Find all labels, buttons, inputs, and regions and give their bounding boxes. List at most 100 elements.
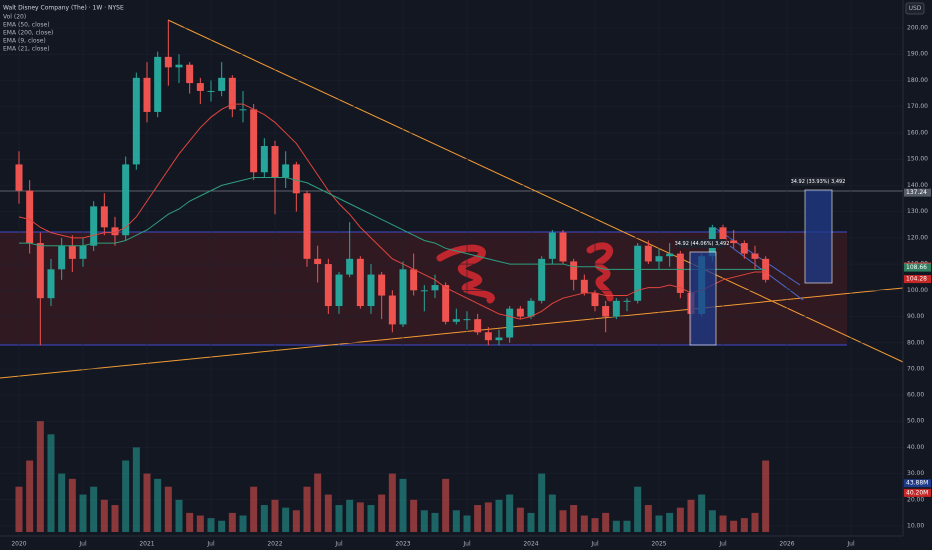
price-label-box bbox=[904, 188, 931, 197]
y-tick-label: 80.00 bbox=[907, 339, 924, 346]
x-tick-label: Jul bbox=[334, 541, 343, 548]
volume-bar bbox=[708, 510, 716, 532]
x-tick-label: Jul bbox=[206, 541, 215, 548]
candle-body bbox=[388, 295, 396, 325]
candle-body bbox=[111, 227, 119, 236]
volume-bar bbox=[79, 494, 87, 532]
volume-bar bbox=[68, 478, 76, 532]
candle-body bbox=[612, 300, 620, 317]
candle-body bbox=[452, 319, 460, 322]
volume-bar bbox=[15, 486, 23, 532]
x-tick-label: Jul bbox=[590, 541, 599, 548]
volume-bar bbox=[239, 515, 247, 532]
y-tick-label: 140.00 bbox=[907, 182, 928, 189]
volume-bar bbox=[271, 499, 279, 532]
volume-bar bbox=[634, 486, 642, 532]
volume-bar bbox=[655, 515, 663, 532]
x-tick-label: 2020 bbox=[11, 541, 26, 548]
volume-bar bbox=[100, 499, 108, 532]
y-tick-label: 160.00 bbox=[907, 129, 928, 136]
candle-body bbox=[292, 164, 300, 194]
measure-box bbox=[689, 251, 717, 346]
volume-bar bbox=[687, 499, 695, 532]
drawing bbox=[436, 244, 495, 304]
price-label: 108.66 bbox=[906, 264, 927, 271]
candle-body bbox=[314, 258, 322, 265]
candle-body bbox=[420, 290, 428, 292]
volume-bar bbox=[58, 473, 66, 532]
y-tick-label: 180.00 bbox=[907, 77, 928, 84]
volume-bar bbox=[250, 486, 258, 532]
candle-body bbox=[719, 227, 727, 241]
candle-body bbox=[260, 146, 268, 173]
volume-bar bbox=[559, 510, 567, 532]
volume-bar bbox=[335, 505, 343, 532]
volume-bar bbox=[580, 515, 588, 532]
volume-bar bbox=[36, 421, 44, 532]
currency: USD bbox=[909, 5, 922, 12]
price-label-box bbox=[904, 263, 931, 272]
volume-bar bbox=[378, 494, 386, 532]
annotation-box bbox=[792, 177, 844, 186]
volume-bar bbox=[644, 505, 652, 532]
annotation: 34.92 (33.93%) 3,492 bbox=[791, 179, 846, 185]
volume-bar bbox=[356, 502, 364, 532]
candle-body bbox=[740, 243, 748, 254]
volume-bar bbox=[623, 520, 631, 532]
volume-bar bbox=[431, 512, 439, 532]
volume-bar bbox=[26, 460, 34, 532]
volume-bar bbox=[452, 510, 460, 532]
volume-bar bbox=[762, 460, 770, 532]
volume-bar bbox=[90, 486, 98, 532]
volume-bar bbox=[484, 502, 492, 532]
candle-body bbox=[303, 193, 311, 259]
volume-label-box bbox=[904, 479, 931, 488]
volume-bar bbox=[399, 478, 407, 532]
y-tick-label: 200.00 bbox=[907, 25, 928, 32]
y-tick-label: 100.00 bbox=[907, 287, 928, 294]
volume-bar bbox=[260, 505, 268, 532]
candle-body bbox=[623, 300, 631, 302]
candle-body bbox=[527, 300, 535, 317]
candle-body bbox=[175, 64, 183, 68]
candle-body bbox=[356, 258, 364, 307]
symbol-title: Walt Disney Company (The) · 1W · NYSE bbox=[3, 5, 124, 12]
candle-body bbox=[282, 164, 290, 178]
x-tick-label: 2022 bbox=[267, 541, 282, 548]
volume-label: 40.20M bbox=[906, 489, 928, 496]
candle-body bbox=[506, 308, 514, 338]
candle-body bbox=[207, 90, 215, 92]
volume-bar bbox=[314, 473, 322, 532]
volume-bar bbox=[495, 499, 503, 532]
x-tick-label: Jul bbox=[718, 541, 727, 548]
ema-line bbox=[19, 177, 766, 270]
volume-bar bbox=[751, 512, 759, 532]
currency-button[interactable] bbox=[905, 2, 925, 15]
volume-bar bbox=[612, 520, 620, 532]
x-tick-label: Jul bbox=[846, 541, 855, 548]
volume-bar bbox=[516, 507, 524, 532]
volume-bar bbox=[207, 518, 215, 532]
volume-bar bbox=[698, 494, 706, 532]
price-label: 137.24 bbox=[906, 189, 927, 196]
candle-body bbox=[324, 264, 332, 307]
volume-bar bbox=[420, 510, 428, 532]
volume-bar bbox=[282, 507, 290, 532]
annotation: 34.92 (44.06%) 3,492 bbox=[675, 241, 730, 247]
volume-bar bbox=[527, 512, 535, 532]
candle-body bbox=[548, 232, 556, 259]
candle-body bbox=[538, 258, 546, 301]
volume-bar bbox=[463, 515, 471, 532]
candle-body bbox=[644, 245, 652, 262]
volume-bar bbox=[186, 512, 194, 532]
candle-body bbox=[36, 243, 44, 299]
volume-bar bbox=[442, 478, 450, 532]
candle-body bbox=[634, 245, 642, 301]
indicator-label: EMA (21, close) bbox=[3, 46, 50, 53]
volume-tick-label: 20.00 bbox=[907, 496, 924, 503]
candle-body bbox=[559, 232, 567, 262]
candle-body bbox=[676, 253, 684, 293]
volume-bar bbox=[228, 512, 236, 532]
volume-bar bbox=[719, 515, 727, 532]
